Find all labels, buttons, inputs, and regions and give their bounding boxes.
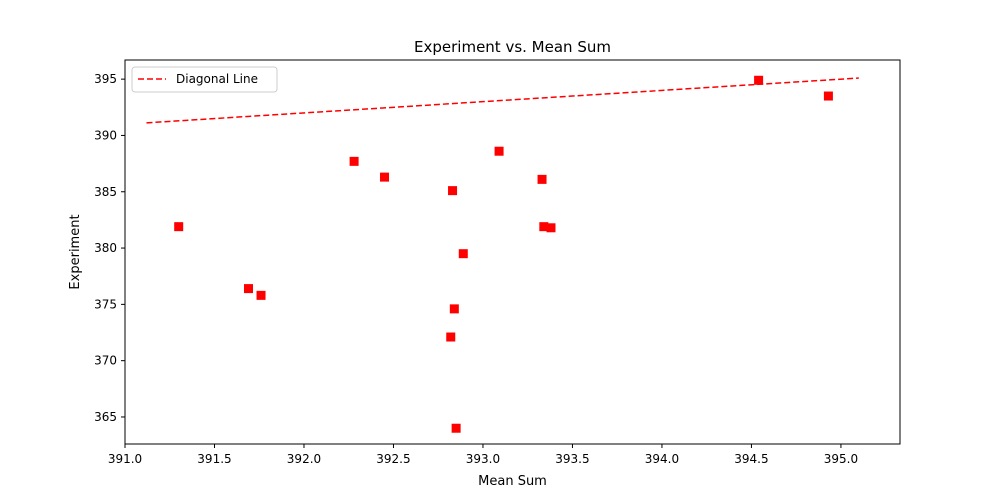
scatter-point: [446, 332, 456, 342]
y-tick-label: 385: [94, 185, 117, 199]
x-tick-label: 391.5: [197, 452, 231, 466]
y-tick-label: 380: [94, 241, 117, 255]
y-tick-label: 390: [94, 128, 117, 142]
legend: Diagonal Line: [131, 66, 278, 93]
scatter-point: [458, 249, 468, 259]
scatter-point: [174, 222, 184, 232]
scatter-point: [539, 222, 549, 232]
scatter-point: [448, 186, 458, 196]
scatter-point: [537, 174, 547, 184]
y-axis-label: Experiment: [68, 214, 83, 289]
x-axis-label: Mean Sum: [478, 474, 547, 489]
scatter-point: [823, 91, 833, 101]
legend-label-diagonal-line: Diagonal Line: [176, 72, 258, 86]
diagonal-line: [146, 77, 859, 124]
scatter-point: [449, 304, 459, 314]
chart-title: Experiment vs. Mean Sum: [414, 38, 611, 56]
scatter-point: [380, 172, 390, 182]
x-tick-label: 392.0: [287, 452, 321, 466]
scatter-point: [243, 284, 253, 294]
scatter-point: [349, 156, 359, 166]
x-tick-label: 394.0: [645, 452, 679, 466]
scatter-point: [546, 223, 556, 233]
x-tick-label: 394.5: [734, 452, 768, 466]
x-axis: 391.0 391.5 392.0 392.5 393.0 393.5 394.0 394.5…: [108, 444, 858, 466]
y-tick-label: 370: [94, 354, 117, 368]
x-tick-label: 391.0: [108, 452, 142, 466]
scatter-point: [494, 146, 504, 156]
scatter-point: [754, 75, 764, 85]
y-tick-label: 375: [94, 297, 117, 311]
y-tick-label: 365: [94, 410, 117, 424]
x-tick-label: 395.0: [824, 452, 858, 466]
plot-area-frame: [124, 59, 901, 445]
y-axis: 365 370 375 380 385 390 395: [94, 72, 125, 424]
x-tick-label: 392.5: [376, 452, 410, 466]
x-tick-label: 393.0: [466, 452, 500, 466]
scatter-point: [451, 423, 461, 433]
scatter-point: [256, 290, 266, 300]
data-layer: [146, 75, 859, 433]
y-tick-label: 395: [94, 72, 117, 86]
x-tick-label: 393.5: [555, 452, 589, 466]
legend-box: [131, 66, 278, 93]
